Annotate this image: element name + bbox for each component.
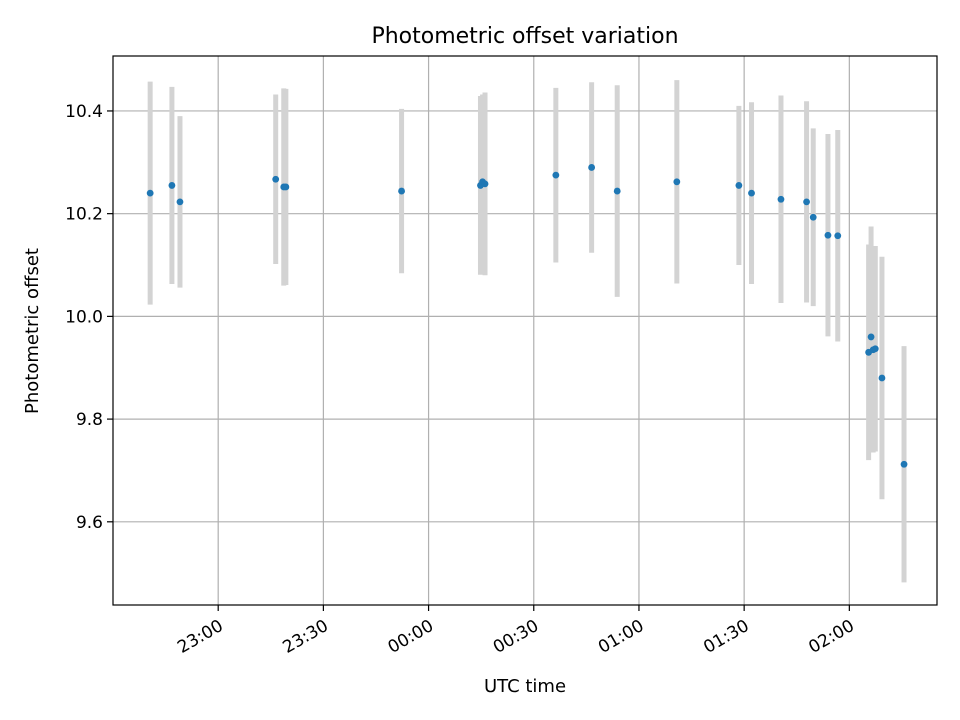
chart-title: Photometric offset variation bbox=[371, 24, 678, 49]
data-point bbox=[777, 195, 785, 203]
error-bars bbox=[147, 80, 907, 583]
plot-frame bbox=[112, 55, 938, 606]
data-point bbox=[900, 460, 908, 468]
data-point bbox=[809, 213, 817, 221]
data-point bbox=[481, 180, 489, 188]
data-point bbox=[834, 232, 842, 240]
y-axis-label: Photometric offset bbox=[22, 248, 43, 414]
x-tick-label: 01:30 bbox=[700, 616, 752, 658]
y-tick-label: 10.0 bbox=[65, 307, 103, 327]
data-points bbox=[146, 164, 908, 468]
data-point bbox=[673, 178, 681, 186]
grid-lines bbox=[113, 56, 937, 605]
x-tick-label: 00:00 bbox=[385, 616, 437, 658]
y-tick-label: 10.4 bbox=[65, 102, 103, 122]
x-tick-label: 01:00 bbox=[595, 616, 647, 658]
data-point bbox=[613, 187, 621, 195]
x-tick-label: 23:00 bbox=[174, 616, 226, 658]
data-point bbox=[867, 333, 875, 341]
data-point bbox=[146, 189, 154, 197]
data-point bbox=[878, 374, 886, 382]
x-tick-label: 00:30 bbox=[490, 616, 542, 658]
data-point bbox=[735, 182, 743, 189]
data-point bbox=[398, 187, 405, 195]
data-point bbox=[176, 198, 184, 206]
y-tick-label: 10.2 bbox=[65, 205, 103, 225]
x-tick-label: 02:00 bbox=[805, 616, 857, 658]
data-point bbox=[282, 183, 290, 191]
data-point bbox=[552, 171, 560, 179]
y-tick-label: 9.8 bbox=[76, 410, 103, 430]
data-point bbox=[871, 345, 879, 353]
x-tick-label: 23:30 bbox=[279, 616, 331, 658]
data-point bbox=[168, 182, 176, 189]
y-tick-label: 9.6 bbox=[76, 513, 103, 533]
data-point bbox=[748, 189, 755, 197]
data-point bbox=[803, 198, 810, 206]
data-point bbox=[824, 231, 832, 239]
y-axis-ticks: 9.6 9.8 10.0 10.2 10.4 bbox=[65, 102, 113, 533]
data-point bbox=[272, 175, 280, 183]
data-point bbox=[588, 164, 596, 171]
x-axis-ticks: 23:00 23:30 00:00 00:30 01:00 01:30 02:00 bbox=[174, 605, 858, 658]
x-axis-label: UTC time bbox=[484, 676, 566, 697]
